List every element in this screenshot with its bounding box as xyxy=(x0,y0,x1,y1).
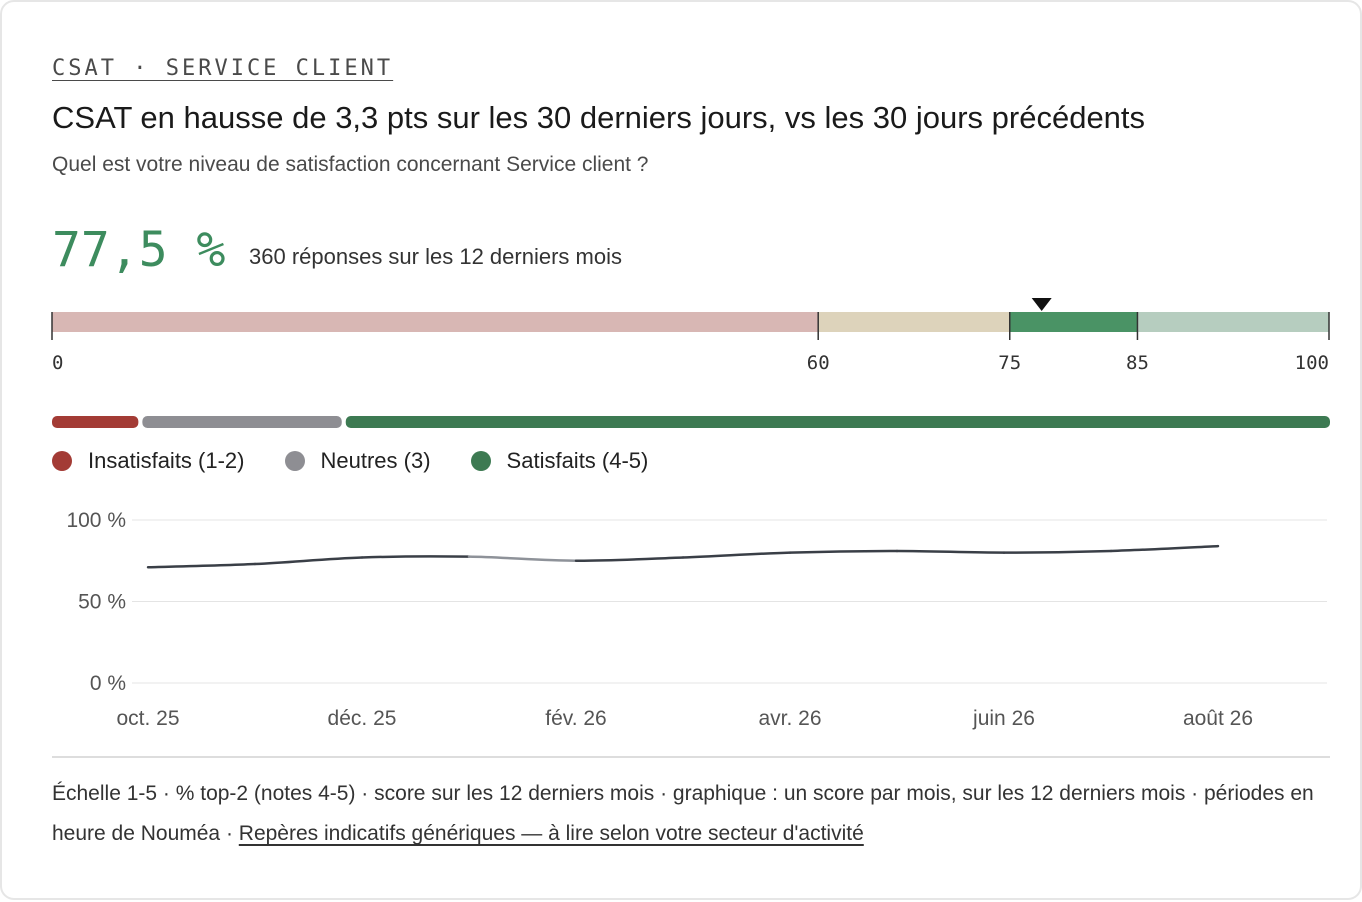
legend-swatch-insatisfaits xyxy=(52,451,72,471)
x-tick-label-2: fév. 26 xyxy=(545,707,606,730)
x-tick-label-4: juin 26 xyxy=(972,707,1035,730)
line-segment-1 xyxy=(253,556,364,566)
legend-item-satisfaits: Satisfaits (4-5) xyxy=(470,448,649,474)
distribution-segment-neutres xyxy=(142,416,342,428)
legend-label-insatisfaits: Insatisfaits (1-2) xyxy=(88,448,245,473)
x-tick-label-0: oct. 25 xyxy=(116,707,179,730)
y-tick-label-100: 100 % xyxy=(66,509,126,532)
line-segment-7 xyxy=(895,549,1006,554)
line-segment-6 xyxy=(788,549,899,554)
x-tick-label-5: août 26 xyxy=(1183,707,1253,730)
gauge-marker xyxy=(1031,298,1052,311)
line-segment-4 xyxy=(574,556,685,563)
responses-count: 360 réponses sur les 12 derniers mois xyxy=(249,244,622,269)
gauge-band-3 xyxy=(1137,312,1329,332)
legend: Insatisfaits (1-2) Neutres (3) Satisfait… xyxy=(52,448,648,474)
legend-swatch-satisfaits xyxy=(470,451,491,471)
benchmarks-link[interactable]: Repères indicatifs génériques — à lire s… xyxy=(238,822,864,845)
gauge-band-2 xyxy=(1009,312,1138,332)
line-segment-5 xyxy=(681,551,792,559)
line-segment-9 xyxy=(1109,544,1220,553)
x-tick-label-1: déc. 25 xyxy=(328,707,397,730)
divider xyxy=(52,756,1330,758)
distribution-segment-insatisfaits xyxy=(52,416,139,428)
gauge-tick-label-0: 0 xyxy=(52,352,63,374)
y-tick-label-50: 50 % xyxy=(78,591,126,614)
legend-label-neutres: Neutres (3) xyxy=(320,448,431,473)
gauge-tick-label-85: 85 xyxy=(1126,352,1149,374)
gauge-tick-label-100: 100 xyxy=(1295,352,1329,374)
eyebrow-title: CSAT · SERVICE CLIENT xyxy=(52,56,394,81)
headline: CSAT en hausse de 3,3 pts sur les 30 der… xyxy=(52,100,1146,135)
gauge-band-0 xyxy=(52,312,819,332)
line-segment-8 xyxy=(1002,549,1113,554)
distribution-segment-satisfaits xyxy=(345,416,1330,428)
survey-question: Quel est votre niveau de satisfaction co… xyxy=(52,153,649,176)
legend-item-insatisfaits: Insatisfaits (1-2) xyxy=(52,448,245,474)
legend-swatch-neutres xyxy=(284,451,305,471)
footnote: Échelle 1-5 · % top-2 (notes 4-5) · scor… xyxy=(52,774,1322,854)
line-segment-0 xyxy=(146,562,257,569)
footnote-text: Échelle 1-5 · % top-2 (notes 4-5) · scor… xyxy=(52,782,1314,845)
gauge-tick-label-60: 60 xyxy=(807,352,830,374)
gauge-tick-label-75: 75 xyxy=(998,352,1021,374)
x-tick-label-3: avr. 26 xyxy=(758,707,821,730)
gauge-band-1 xyxy=(818,312,1010,332)
line-segment-3 xyxy=(467,555,578,562)
legend-label-satisfaits: Satisfaits (4-5) xyxy=(506,448,649,473)
csat-score: 77,5 % xyxy=(52,222,226,278)
line-segment-2 xyxy=(360,555,471,559)
y-tick-label-0: 0 % xyxy=(90,672,126,695)
legend-item-neutres: Neutres (3) xyxy=(284,448,431,474)
